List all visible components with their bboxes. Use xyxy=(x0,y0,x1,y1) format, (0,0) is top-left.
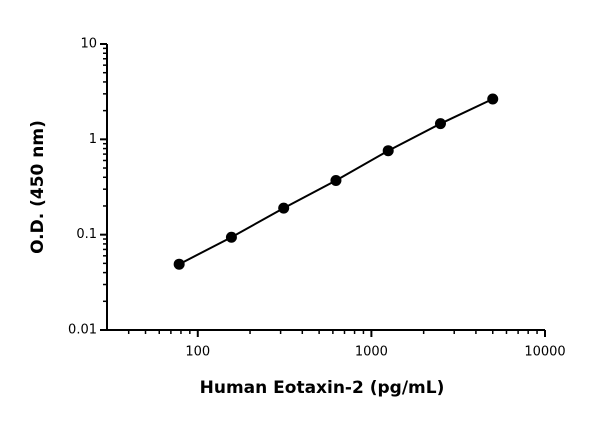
y-tick-label: 1 xyxy=(89,132,97,147)
data-point xyxy=(225,231,237,243)
x-tick-label: 10000 xyxy=(524,345,565,360)
y-tick-label: 0.1 xyxy=(76,227,97,242)
data-point xyxy=(173,258,185,270)
data-point xyxy=(330,174,342,186)
data-point xyxy=(382,145,394,157)
data-point xyxy=(487,93,499,105)
x-tick-label: 100 xyxy=(185,345,210,360)
data-point xyxy=(434,118,446,130)
data-point xyxy=(278,202,290,214)
x-tick-label: 1000 xyxy=(355,345,388,360)
y-axis-title: O.D. (450 nm) xyxy=(28,120,48,254)
y-tick-label: 10 xyxy=(80,37,97,52)
x-axis-title: Human Eotaxin-2 (pg/mL) xyxy=(200,378,445,398)
y-tick-label: 0.01 xyxy=(68,323,97,338)
